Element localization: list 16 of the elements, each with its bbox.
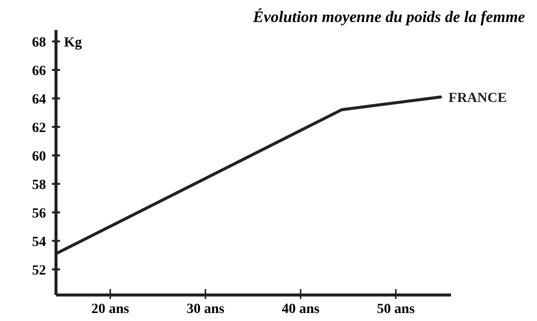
y-tick-label: 62: [32, 120, 46, 136]
series-label: FRANCE: [448, 90, 507, 106]
chart-title: Évolution moyenne du poids de la femme: [252, 8, 525, 26]
y-tick-label: 64: [32, 92, 46, 108]
x-tick-label: 30 ans: [186, 302, 225, 317]
y-tick-label: 60: [32, 149, 46, 164]
y-axis-title: Kg: [64, 35, 82, 50]
y-tick-label: 54: [32, 234, 46, 250]
x-tick-label: 40 ans: [282, 302, 320, 317]
y-tick-label: 52: [32, 263, 46, 278]
y-tick-label: 66: [32, 64, 46, 79]
x-tick-label: 50 ans: [376, 302, 416, 317]
y-tick-label: 68: [32, 35, 46, 50]
x-tick-label: 20 ans: [91, 302, 130, 317]
y-tick-label: 58: [32, 178, 46, 193]
y-tick-label: 56: [32, 206, 46, 222]
